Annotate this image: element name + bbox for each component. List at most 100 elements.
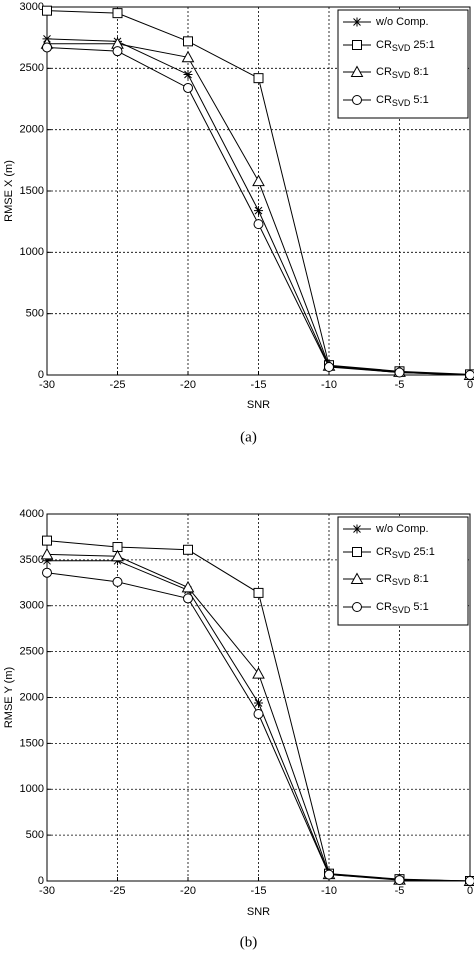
- y-tick-label: 2500: [20, 646, 44, 658]
- legend-subscript: SVD: [392, 550, 411, 560]
- marker: [183, 593, 193, 604]
- chart: 0 500 1000 1500 2000 2500 3000 -30 -25 -20 -15 -10 -…: [3, 1, 474, 445]
- legend-name: w/o Comp.: [375, 523, 429, 535]
- y-axis-label: RMSE Y (m): [3, 667, 15, 728]
- y-tick-label: 500: [26, 308, 44, 320]
- marker: [183, 69, 193, 79]
- legend-subscript: SVD: [392, 605, 411, 615]
- legend-suffix: 25:1: [413, 39, 434, 51]
- marker: [112, 46, 123, 57]
- x-tick-label: -10: [321, 379, 337, 391]
- y-tick-label: 3000: [20, 600, 44, 612]
- marker: [465, 876, 474, 886]
- x-tick-label: -5: [395, 885, 405, 897]
- x-tick-label: -25: [110, 885, 126, 897]
- legend-suffix: 8:1: [413, 573, 428, 585]
- legend-subscript: SVD: [392, 43, 411, 53]
- x-tick-label: -15: [251, 885, 267, 897]
- legend-suffix: 5:1: [413, 601, 428, 613]
- x-axis-label: SNR: [247, 399, 270, 411]
- legend-name: CR: [376, 39, 392, 51]
- marker: [42, 5, 52, 16]
- caption: (a): [240, 429, 257, 445]
- y-tick-label: 2000: [20, 691, 44, 703]
- legend-subscript: SVD: [392, 98, 411, 108]
- x-tick-label: -25: [110, 379, 126, 391]
- marker: [254, 206, 263, 216]
- legend-label: CRSVD 5:1: [376, 601, 429, 615]
- marker: [252, 174, 265, 187]
- marker: [42, 535, 52, 546]
- legend-subscript: SVD: [392, 70, 411, 80]
- legend-label: CRSVD 8:1: [376, 66, 429, 80]
- y-tick-label: 1000: [20, 783, 44, 795]
- legend-name: CR: [376, 66, 392, 78]
- y-tick-label: 4000: [20, 508, 44, 520]
- legend-label: CRSVD 5:1: [376, 94, 429, 108]
- marker: [394, 367, 405, 378]
- legend-suffix: 8:1: [413, 66, 428, 78]
- marker: [253, 709, 264, 720]
- marker: [324, 869, 334, 880]
- marker: [465, 370, 474, 380]
- legend-label: CRSVD 25:1: [376, 546, 435, 560]
- x-tick-label: 0: [467, 885, 473, 897]
- legend-name: w/o Comp.: [375, 16, 429, 28]
- x-tick-label: -10: [321, 885, 337, 897]
- y-tick-label: 500: [26, 829, 44, 841]
- marker: [324, 362, 334, 373]
- y-tick-label: 0: [38, 875, 44, 887]
- marker: [42, 42, 52, 53]
- y-tick-label: 1500: [20, 185, 44, 197]
- legend-suffix: 5:1: [413, 94, 428, 106]
- legend-label: w/o Comp.: [375, 523, 429, 535]
- plot-frame: [46, 513, 471, 882]
- marker: [42, 567, 52, 578]
- marker: [350, 65, 364, 77]
- marker: [352, 547, 362, 557]
- marker: [42, 556, 52, 566]
- y-tick-label: 3000: [20, 1, 44, 13]
- marker: [352, 95, 362, 105]
- marker: [183, 544, 193, 555]
- y-tick-label: 1000: [20, 246, 44, 258]
- plot-frame: [46, 6, 471, 376]
- marker: [112, 576, 123, 587]
- y-tick-label: 2500: [20, 62, 44, 74]
- marker: [40, 547, 54, 560]
- y-axis-label: RMSE X (m): [3, 160, 15, 222]
- legend-subscript: SVD: [392, 577, 411, 587]
- y-tick-label: 0: [38, 369, 44, 381]
- x-tick-label: -5: [395, 379, 405, 391]
- marker: [111, 549, 124, 562]
- legend-name: CR: [376, 601, 392, 613]
- x-tick-label: 0: [467, 379, 473, 391]
- legend-label: CRSVD 8:1: [376, 573, 429, 587]
- x-tick-label: -30: [39, 379, 55, 391]
- marker: [112, 8, 123, 19]
- marker: [350, 572, 364, 584]
- legend-suffix: 25:1: [413, 546, 434, 558]
- marker: [181, 50, 195, 63]
- marker: [352, 524, 362, 534]
- legend-name: CR: [376, 94, 392, 106]
- x-tick-label: -20: [180, 885, 196, 897]
- marker: [252, 667, 265, 679]
- y-tick-label: 2000: [20, 124, 44, 136]
- marker: [183, 36, 193, 47]
- x-tick-label: -30: [39, 885, 55, 897]
- legend-label: CRSVD 25:1: [376, 39, 435, 53]
- marker: [394, 875, 405, 886]
- x-tick-label: -15: [251, 379, 267, 391]
- y-tick-label: 3500: [20, 554, 44, 566]
- marker: [352, 602, 362, 612]
- legend-name: CR: [376, 573, 392, 585]
- chart: 0 500 1000 1500 2000 2500 3000 3500 4000 -30 -25 -2…: [3, 508, 474, 950]
- marker: [183, 82, 193, 93]
- marker: [253, 73, 264, 84]
- caption: (b): [240, 934, 258, 950]
- x-axis-label: SNR: [247, 906, 270, 918]
- marker: [253, 587, 264, 598]
